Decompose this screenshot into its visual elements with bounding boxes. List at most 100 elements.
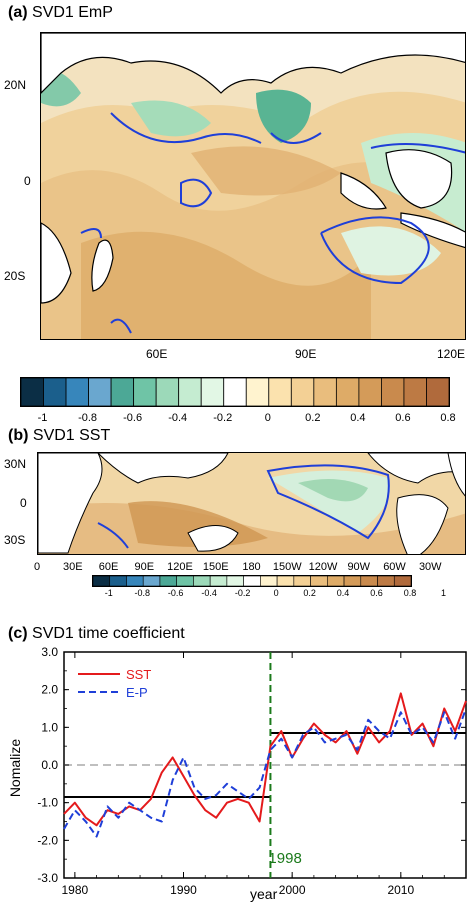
y-axis-label: Nomalize xyxy=(7,738,24,798)
y-tick-label: 0.0 xyxy=(41,758,58,772)
colorbar-b-swatch xyxy=(92,575,111,587)
colorbar-a-tick-label: -1 xyxy=(37,412,48,424)
panel-b-map xyxy=(37,452,466,555)
panel-b-lat-30n: 30N xyxy=(4,457,27,471)
panel-b-lon-label: 120E xyxy=(167,561,193,573)
legend-label: E-P xyxy=(126,685,148,700)
y-tick-label: -3.0 xyxy=(37,871,58,885)
panel-b-lon-label: 120W xyxy=(308,561,338,573)
colorbar-b-tick-label: 0.2 xyxy=(303,588,316,598)
y-tick-label: 1.0 xyxy=(41,720,58,734)
panel-b-lon-label: 150W xyxy=(272,561,302,573)
x-axis-label: year xyxy=(250,886,278,902)
lon-label-90e: 90E xyxy=(295,347,317,361)
lon-label-120e: 120E xyxy=(437,347,466,361)
colorbar-b-swatch xyxy=(176,575,194,587)
colorbar-b-tick-label: 0.6 xyxy=(370,588,383,598)
colorbar-a-swatch xyxy=(358,377,382,407)
colorbar-a-swatch xyxy=(20,377,44,407)
colorbar-a-swatch xyxy=(110,377,135,407)
colorbar-b-swatch xyxy=(209,575,228,587)
colorbar-b-swatch xyxy=(276,575,295,587)
colorbar-b-swatch xyxy=(343,575,362,587)
panel-b-lat-30s: 30S xyxy=(4,533,26,547)
panel-b-lon-label: 0 xyxy=(33,561,41,573)
plot-frame xyxy=(63,651,467,879)
panel-b-lon-labels: 0 30E 60E 90E 120E 150E 180 150W 120W 90W 60W 30W xyxy=(33,561,466,575)
colorbar-a-swatch xyxy=(43,377,67,407)
colorbar-b-swatch xyxy=(377,575,395,587)
colorbar-b-tick-label: 0 xyxy=(273,588,279,598)
x-tick-label: 2010 xyxy=(387,883,414,897)
panel-b-lat-0: 0 xyxy=(20,496,27,510)
panel-a-map xyxy=(40,32,466,340)
colorbar-a-tick-label: 0.8 xyxy=(440,412,456,424)
panel-b-lon-label: 90W xyxy=(347,561,371,573)
colorbar-b-swatch xyxy=(226,575,244,587)
colorbar-a-swatch xyxy=(133,377,157,407)
colorbar-b xyxy=(92,575,412,587)
panel-b-lon-label: 180 xyxy=(242,561,261,573)
colorbar-a-swatch xyxy=(290,377,315,407)
colorbar-b-tick-label: -0.2 xyxy=(234,588,251,598)
panel-b-title: (b) SVD1 SST xyxy=(8,427,111,444)
panel-b-lon-label: 150E xyxy=(202,561,229,573)
y-tick-label: 3.0 xyxy=(41,645,58,659)
colorbar-b-tick-label: 0.4 xyxy=(336,588,350,598)
legend-label: SST xyxy=(126,667,151,682)
colorbar-a-swatch xyxy=(178,377,202,407)
panel-c-title: (c) SVD1 time coefficient xyxy=(8,625,185,642)
colorbar-b-swatch xyxy=(159,575,177,587)
colorbar-b-swatch xyxy=(293,575,311,587)
colorbar-b-tick-label: 1 xyxy=(440,588,446,598)
x-tick-label: 1980 xyxy=(62,883,89,897)
colorbar-b-tick-label: -0.4 xyxy=(201,588,217,598)
colorbar-a-swatch xyxy=(200,377,225,407)
panel-b-lon-label: 30W xyxy=(418,561,442,573)
colorbar-b-swatch xyxy=(243,575,261,587)
panel-b-field xyxy=(38,453,465,554)
colorbar-b-swatch xyxy=(193,575,211,587)
lat-label-20n: 20N xyxy=(4,78,27,92)
colorbar-b-swatch xyxy=(310,575,328,587)
colorbar-b-tick-label: -1 xyxy=(104,588,113,598)
colorbar-b-swatch xyxy=(126,575,144,587)
lon-label-60e: 60E xyxy=(146,347,168,361)
series-line-sst xyxy=(63,692,467,827)
colorbar-a-swatch xyxy=(88,377,112,407)
colorbar-a-swatch xyxy=(65,377,89,407)
colorbar-a-tick-label: 0 xyxy=(264,412,271,424)
colorbar-a-swatch xyxy=(313,377,337,407)
y-tick-label: -2.0 xyxy=(37,833,58,847)
colorbar-b-tick-label: 0.8 xyxy=(403,588,417,598)
colorbar-a-tick-label: -0.8 xyxy=(78,412,98,424)
colorbar-a-tick-label: -0.2 xyxy=(213,412,233,424)
colorbar-b-labels: -1 -0.8 -0.6 -0.4 -0.2 0 0.2 0.4 0.6 0.8 1 xyxy=(92,588,446,600)
colorbar-b-swatches xyxy=(92,575,412,587)
colorbar-a-swatch xyxy=(335,377,360,407)
panel-a-field xyxy=(41,33,465,339)
y-tick-label: 2.0 xyxy=(41,683,58,697)
panel-b-lon-label: 60W xyxy=(383,561,406,573)
colorbar-a-swatch xyxy=(155,377,180,407)
colorbar-a-tick-label: 0.6 xyxy=(395,412,411,424)
colorbar-b-swatch xyxy=(327,575,345,587)
break-year-label: 1998 xyxy=(268,850,301,867)
colorbar-b-swatch xyxy=(360,575,378,587)
colorbar-b-tick-label: -0.8 xyxy=(134,588,150,598)
colorbar-a xyxy=(20,377,450,407)
colorbar-a-tick-label: -0.4 xyxy=(168,412,188,424)
colorbar-b-swatch xyxy=(260,575,278,587)
panel-a-title: (a) SVD1 EmP xyxy=(8,4,113,21)
panel-b-lon-label: 60E xyxy=(98,561,119,573)
colorbar-a-swatch xyxy=(268,377,292,407)
colorbar-a-swatch xyxy=(245,377,270,407)
colorbar-a-swatch xyxy=(403,377,427,407)
x-tick-label: 1990 xyxy=(170,883,197,897)
colorbar-a-tick-label: -0.6 xyxy=(123,412,143,424)
colorbar-b-tick-label: -0.6 xyxy=(167,588,184,598)
colorbar-b-swatch xyxy=(393,575,412,587)
y-tick-label: -1.0 xyxy=(37,796,58,810)
colorbar-a-tick-label: 0.2 xyxy=(305,412,321,424)
lat-label-0: 0 xyxy=(24,174,31,188)
